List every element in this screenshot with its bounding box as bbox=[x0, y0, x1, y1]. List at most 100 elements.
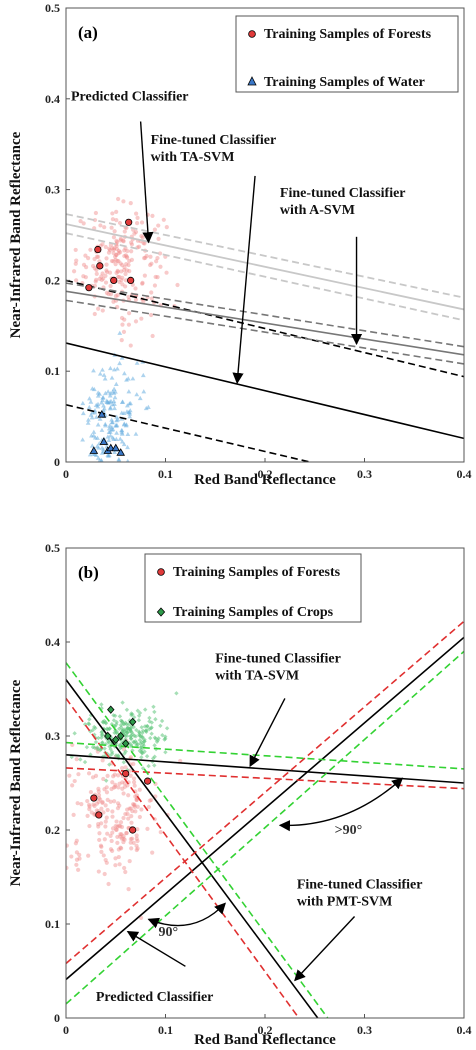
cloud-point bbox=[121, 441, 127, 447]
cloud-point bbox=[104, 262, 109, 267]
cloud-point bbox=[112, 395, 118, 400]
cloud-point bbox=[93, 402, 99, 407]
cloud-point bbox=[134, 392, 140, 397]
cloud-point bbox=[119, 719, 125, 724]
cloud-point bbox=[144, 754, 150, 759]
cloud-point bbox=[121, 721, 126, 727]
cloud-point bbox=[118, 261, 123, 266]
cloud-point bbox=[159, 718, 165, 724]
cloud-point bbox=[95, 422, 101, 427]
annotation-text: Predicted Classifier bbox=[71, 90, 189, 105]
cloud-point bbox=[120, 786, 125, 791]
y-axis-label: Near-Infrared Band Reflectance bbox=[8, 679, 24, 886]
cloud-point bbox=[96, 793, 102, 798]
cloud-point bbox=[124, 262, 129, 267]
cloud-point bbox=[123, 278, 128, 283]
cloud-point bbox=[119, 439, 125, 444]
cloud-point bbox=[81, 262, 87, 267]
cloud-point bbox=[158, 723, 163, 728]
cloud-point bbox=[108, 799, 113, 804]
cloud-point bbox=[119, 399, 125, 404]
cloud-point bbox=[108, 283, 113, 289]
cloud-point bbox=[117, 330, 123, 335]
cloud-point bbox=[137, 395, 143, 401]
cloud-point bbox=[133, 229, 139, 235]
cloud-point bbox=[90, 744, 96, 750]
training-forest-point bbox=[94, 245, 102, 254]
cloud-point bbox=[131, 761, 136, 767]
cloud-point bbox=[110, 435, 116, 440]
cloud-point bbox=[120, 700, 125, 705]
annotation-2: Fine-tuned Classifier with A-SVM bbox=[280, 186, 406, 346]
cloud-point bbox=[106, 291, 111, 297]
cloud-point bbox=[86, 721, 92, 727]
cloud-point bbox=[127, 258, 132, 264]
cloud-point bbox=[104, 785, 109, 790]
cloud-point bbox=[98, 797, 103, 802]
cloud-point bbox=[101, 810, 106, 815]
cloud-point bbox=[114, 366, 120, 371]
cloud-point bbox=[120, 275, 125, 280]
cloud-point bbox=[87, 396, 92, 401]
cloud-point bbox=[107, 753, 113, 758]
cloud-point bbox=[102, 421, 108, 426]
cloud-point bbox=[142, 255, 147, 261]
annotation-1: Fine-tuned Classifier with PMT-SVM bbox=[294, 877, 422, 982]
cloud-point bbox=[96, 306, 101, 311]
cloud-point bbox=[140, 235, 145, 240]
cloud-point bbox=[121, 815, 126, 821]
cloud-point bbox=[135, 804, 140, 809]
cloud-point bbox=[128, 725, 134, 731]
cloud-point bbox=[118, 832, 123, 837]
cloud-point bbox=[77, 856, 82, 861]
classifier-line-5 bbox=[66, 299, 464, 365]
cloud-point bbox=[74, 258, 79, 263]
cloud-point bbox=[126, 722, 132, 727]
cloud-point bbox=[117, 743, 122, 748]
cloud-point bbox=[86, 771, 92, 776]
cloud-point bbox=[135, 215, 140, 221]
cloud-point bbox=[113, 863, 118, 868]
training-forest-point bbox=[127, 276, 135, 284]
cloud-point bbox=[99, 400, 104, 405]
training-water-point bbox=[111, 443, 121, 452]
cloud-point bbox=[130, 712, 135, 717]
cloud-point bbox=[121, 238, 126, 243]
annotation-1: Fine-tuned Classifier with TA-SVM bbox=[151, 133, 276, 385]
cloud-point bbox=[117, 279, 122, 285]
cloud-point bbox=[115, 269, 121, 274]
cloud-point bbox=[70, 783, 75, 788]
cloud-point bbox=[133, 738, 138, 744]
cloud-point bbox=[82, 759, 88, 765]
cloud-point bbox=[117, 714, 123, 719]
cloud-point bbox=[94, 414, 99, 419]
cloud-point bbox=[104, 778, 109, 783]
cloud-point bbox=[128, 806, 133, 811]
cloud-point bbox=[125, 248, 130, 254]
angle-label: >90° bbox=[335, 823, 363, 838]
cloud-point bbox=[115, 258, 120, 264]
cloud-point bbox=[107, 393, 113, 398]
cloud-point bbox=[87, 804, 92, 809]
cloud-point bbox=[103, 819, 108, 824]
angle-arc-1 bbox=[147, 902, 226, 929]
cloud-point bbox=[116, 823, 122, 828]
cloud-point bbox=[124, 268, 130, 273]
cloud-point bbox=[130, 376, 136, 381]
cloud-point bbox=[118, 834, 123, 839]
cloud-point bbox=[128, 200, 133, 206]
training-forest-point bbox=[125, 218, 133, 226]
cloud-point bbox=[87, 823, 92, 829]
cloud-point bbox=[97, 831, 102, 836]
cloud-point bbox=[102, 376, 108, 381]
cloud-point bbox=[114, 730, 119, 736]
cloud-point bbox=[104, 790, 110, 795]
cloud-point bbox=[114, 209, 119, 215]
cloud-point bbox=[95, 435, 100, 440]
cloud-point bbox=[96, 735, 101, 741]
cloud-point bbox=[149, 312, 154, 318]
cloud-point bbox=[116, 785, 121, 790]
cloud-point bbox=[127, 401, 132, 406]
plot-area bbox=[66, 620, 464, 1018]
cloud-point bbox=[113, 294, 118, 299]
